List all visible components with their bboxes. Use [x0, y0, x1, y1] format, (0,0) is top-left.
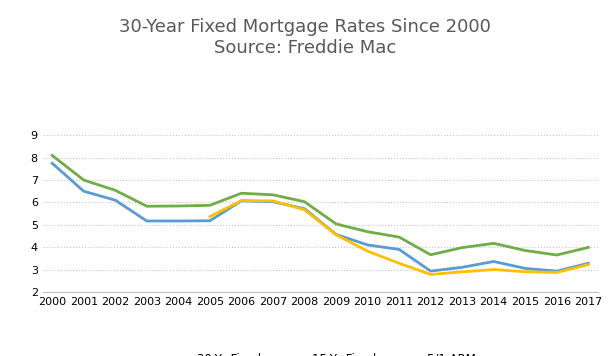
5/1 ARM — [395, 261, 403, 266]
5/1 ARM — [553, 270, 561, 274]
15-Yr Fixed — [49, 161, 56, 166]
5/1 ARM — [490, 267, 497, 272]
Legend: 30-Yr Fixed, 15-Yr Fixed, 5/1 ARM: 30-Yr Fixed, 15-Yr Fixed, 5/1 ARM — [160, 348, 481, 356]
Line: 30-Yr Fixed: 30-Yr Fixed — [52, 156, 588, 255]
5/1 ARM — [427, 272, 434, 277]
5/1 ARM — [459, 269, 466, 274]
30-Yr Fixed — [553, 253, 561, 257]
15-Yr Fixed — [395, 247, 403, 252]
15-Yr Fixed — [332, 232, 340, 236]
15-Yr Fixed — [553, 269, 561, 273]
5/1 ARM — [206, 214, 213, 219]
15-Yr Fixed — [143, 219, 151, 223]
15-Yr Fixed — [584, 261, 592, 266]
15-Yr Fixed — [459, 265, 466, 269]
30-Yr Fixed — [364, 230, 371, 234]
30-Yr Fixed — [459, 246, 466, 250]
30-Yr Fixed — [238, 191, 245, 195]
30-Yr Fixed — [584, 245, 592, 250]
15-Yr Fixed — [112, 198, 119, 202]
30-Yr Fixed — [143, 204, 151, 208]
5/1 ARM — [238, 199, 245, 203]
15-Yr Fixed — [364, 243, 371, 247]
15-Yr Fixed — [206, 219, 213, 223]
30-Yr Fixed — [49, 153, 56, 158]
5/1 ARM — [584, 262, 592, 267]
15-Yr Fixed — [490, 260, 497, 264]
5/1 ARM — [364, 249, 371, 253]
Text: 30-Year Fixed Mortgage Rates Since 2000
Source: Freddie Mac: 30-Year Fixed Mortgage Rates Since 2000 … — [119, 18, 491, 57]
5/1 ARM — [269, 199, 276, 203]
30-Yr Fixed — [395, 235, 403, 239]
15-Yr Fixed — [269, 200, 276, 204]
30-Yr Fixed — [522, 248, 529, 253]
30-Yr Fixed — [206, 203, 213, 208]
15-Yr Fixed — [80, 189, 87, 193]
15-Yr Fixed — [427, 269, 434, 273]
15-Yr Fixed — [238, 199, 245, 203]
30-Yr Fixed — [80, 178, 87, 182]
30-Yr Fixed — [174, 204, 182, 208]
Line: 5/1 ARM: 5/1 ARM — [210, 201, 588, 274]
15-Yr Fixed — [301, 206, 308, 211]
30-Yr Fixed — [112, 188, 119, 193]
30-Yr Fixed — [269, 193, 276, 197]
5/1 ARM — [332, 233, 340, 237]
5/1 ARM — [301, 208, 308, 212]
5/1 ARM — [522, 269, 529, 274]
30-Yr Fixed — [490, 241, 497, 246]
15-Yr Fixed — [522, 266, 529, 271]
15-Yr Fixed — [174, 219, 182, 223]
30-Yr Fixed — [427, 253, 434, 257]
Line: 15-Yr Fixed: 15-Yr Fixed — [52, 163, 588, 271]
30-Yr Fixed — [332, 222, 340, 226]
30-Yr Fixed — [301, 200, 308, 204]
